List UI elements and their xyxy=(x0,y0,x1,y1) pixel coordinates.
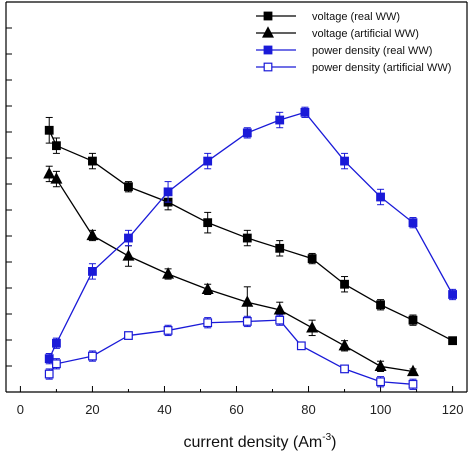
data-point xyxy=(376,377,385,387)
data-point xyxy=(340,279,349,289)
data-point xyxy=(275,315,285,325)
legend-entry: power density (real WW) xyxy=(256,45,432,57)
series-plot xyxy=(43,106,457,390)
data-point xyxy=(300,107,310,117)
data-point xyxy=(43,167,56,179)
legend-marker xyxy=(262,26,274,38)
data-point xyxy=(408,218,418,228)
tick-marks xyxy=(6,1,454,392)
x-tick-label: 80 xyxy=(301,402,315,417)
data-point xyxy=(44,125,54,135)
data-point xyxy=(88,267,97,276)
data-point xyxy=(241,295,254,307)
x-tick-label: 60 xyxy=(229,402,243,417)
data-point xyxy=(163,326,173,335)
data-point xyxy=(203,318,213,328)
legend: voltage (real WW) voltage (artificial WW)… xyxy=(256,11,451,74)
data-point xyxy=(203,156,213,166)
x-tick-labels: 0 20 40 60 80 100 120 xyxy=(17,402,464,417)
data-point xyxy=(124,182,133,192)
data-point xyxy=(275,243,285,253)
series-line xyxy=(48,319,414,385)
data-point xyxy=(296,341,306,351)
legend-marker xyxy=(263,11,273,21)
legend-label: voltage (real WW) xyxy=(312,11,400,23)
x-tick-label: 0 xyxy=(17,402,24,417)
data-point xyxy=(88,156,97,166)
x-tick-label: 120 xyxy=(442,402,464,417)
data-point xyxy=(50,172,63,184)
x-tick-label: 20 xyxy=(85,402,99,417)
series-line xyxy=(48,173,414,373)
data-point xyxy=(307,254,317,263)
data-point xyxy=(88,351,97,361)
data-point xyxy=(374,359,387,371)
data-point xyxy=(122,249,135,261)
data-point xyxy=(52,359,61,369)
data-point xyxy=(306,321,319,333)
data-point xyxy=(124,331,133,340)
data-point xyxy=(340,364,349,374)
data-point xyxy=(242,317,252,326)
data-point xyxy=(376,300,385,310)
data-point xyxy=(408,379,418,389)
data-point xyxy=(275,115,285,125)
series-3 xyxy=(44,106,457,365)
data-point xyxy=(86,228,99,241)
data-point xyxy=(52,141,61,151)
data-point xyxy=(408,315,418,325)
legend-label: voltage (artificial WW) xyxy=(312,28,419,40)
data-point xyxy=(242,233,252,243)
legend-marker xyxy=(263,62,273,72)
data-point xyxy=(163,187,173,197)
axes xyxy=(5,1,468,393)
data-point xyxy=(448,290,457,299)
data-point xyxy=(52,338,61,348)
data-point xyxy=(406,364,419,377)
data-point xyxy=(44,354,54,364)
x-tick-label: 40 xyxy=(157,402,171,417)
data-point xyxy=(273,303,286,315)
legend-entry: voltage (artificial WW) xyxy=(256,26,419,40)
data-point xyxy=(376,192,385,202)
data-point xyxy=(340,156,349,166)
data-point xyxy=(124,233,133,243)
data-point xyxy=(162,267,175,279)
data-point xyxy=(338,339,351,351)
data-point xyxy=(448,336,457,346)
legend-marker xyxy=(263,45,273,55)
legend-label: power density (artificial WW) xyxy=(312,62,451,74)
data-point xyxy=(242,128,252,138)
series-4 xyxy=(44,314,418,390)
series-1 xyxy=(44,116,457,346)
data-point xyxy=(44,369,54,379)
x-tick-label: 100 xyxy=(370,402,392,417)
legend-entry: voltage (real WW) xyxy=(256,11,400,23)
x-axis-title: current density (Am-3) xyxy=(184,432,337,451)
series-2 xyxy=(43,165,419,377)
legend-label: power density (real WW) xyxy=(312,45,432,57)
data-point xyxy=(201,282,214,294)
legend-entry: power density (artificial WW) xyxy=(256,62,451,74)
data-point xyxy=(203,218,213,228)
